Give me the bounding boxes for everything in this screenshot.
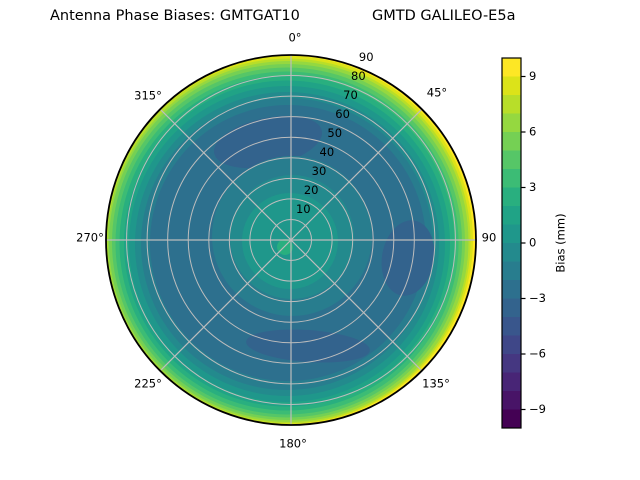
colorbar-band xyxy=(502,391,521,410)
colorbar-band xyxy=(502,335,521,355)
colorbar-band xyxy=(502,354,521,373)
colorbar: 9 6 3 0 −3 −6 −9 Bias (mm) xyxy=(501,57,568,429)
r-tick-label: 50 xyxy=(327,126,342,140)
colorbar-tick-label: −3 xyxy=(529,291,546,305)
contour-blob xyxy=(246,329,370,363)
colorbar-tick-label: 6 xyxy=(529,125,536,139)
colorbar-band xyxy=(502,224,521,244)
polar-grid xyxy=(105,54,477,426)
theta-gridline xyxy=(159,108,292,241)
r-tick-label: 30 xyxy=(312,164,327,178)
colorbar-band xyxy=(502,317,521,336)
colorbar-tick-label: 0 xyxy=(529,236,536,250)
theta-tick-label: 180° xyxy=(279,437,307,451)
contour-band xyxy=(277,239,293,255)
r-tick-label: 70 xyxy=(343,88,358,102)
contour-blob xyxy=(213,115,323,169)
colorbar-band xyxy=(502,95,521,114)
r-tick-labels: 10 20 30 40 50 60 70 80 90 xyxy=(296,50,374,216)
theta-tick-label: 270° xyxy=(76,231,104,245)
colorbar-band xyxy=(502,206,521,225)
colorbar-band xyxy=(502,150,521,170)
polar-axes-boundary xyxy=(105,54,477,426)
page-title: Antenna Phase Biases: GMTGAT10 xyxy=(50,8,300,24)
r-tick-label: 20 xyxy=(304,183,319,197)
colorbar-band xyxy=(502,298,521,318)
colorbar-band xyxy=(502,409,521,429)
colorbar-band xyxy=(502,372,521,392)
colorbar-band xyxy=(502,280,521,299)
contour-blob xyxy=(381,220,435,296)
theta-tick-label: 90 xyxy=(482,231,497,245)
colorbar-band xyxy=(502,132,521,151)
colorbar-tick-label: 9 xyxy=(529,69,536,83)
theta-tick-label: 225° xyxy=(134,377,162,391)
r-tick-label: 60 xyxy=(335,107,350,121)
theta-tick-labels: 0° 45° 90 135° 180° 225° 270° 315° xyxy=(76,31,496,451)
colorbar-tick-label: 3 xyxy=(529,180,536,194)
colorbar-band xyxy=(502,187,521,207)
colorbar-band xyxy=(502,58,521,77)
theta-gridline xyxy=(290,239,423,372)
page-subtitle: GMTD GALILEO-E5a xyxy=(372,8,516,24)
r-tick-label: 80 xyxy=(351,69,366,83)
r-tick-label: 40 xyxy=(320,145,335,159)
r-tick-label: 90 xyxy=(359,50,374,64)
theta-tick-label: 315° xyxy=(134,89,162,103)
colorbar-band xyxy=(502,169,521,188)
theta-gridline xyxy=(159,239,292,372)
r-tick-label: 10 xyxy=(296,202,311,216)
colorbar-band xyxy=(502,76,521,96)
colorbar-band xyxy=(502,113,521,133)
theta-tick-label: 45° xyxy=(427,86,447,100)
colorbar-axis-label: Bias (mm) xyxy=(554,213,568,272)
theta-gridline xyxy=(290,108,423,241)
theta-tick-label: 135° xyxy=(422,377,450,391)
colorbar-band xyxy=(502,243,521,262)
colorbar-tick-label: −9 xyxy=(529,402,546,416)
colorbar-tick-label: −6 xyxy=(529,347,546,361)
theta-tick-label: 0° xyxy=(288,31,301,45)
colorbar-band xyxy=(502,261,521,281)
